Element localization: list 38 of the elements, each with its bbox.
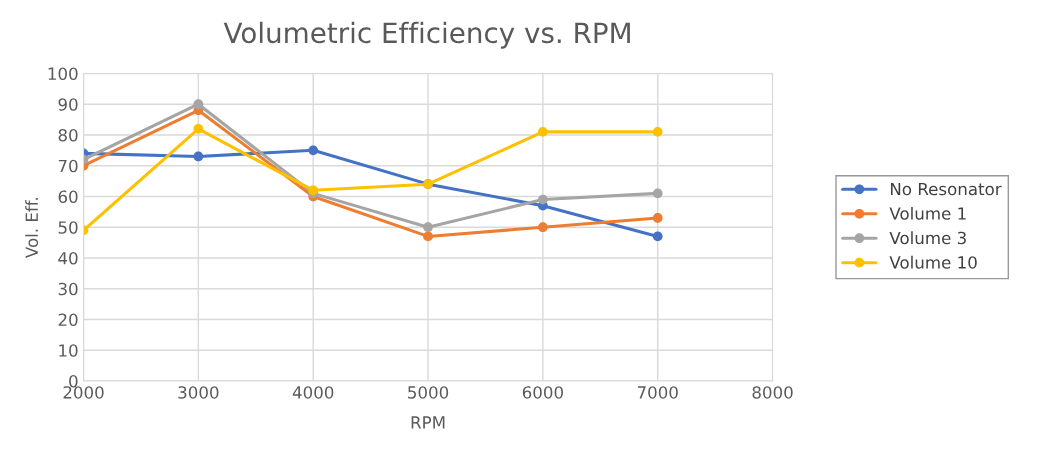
legend-label: Volume 10 [889, 255, 977, 269]
x-tick-label: 6000 [522, 386, 563, 399]
legend-label: No Resonator [890, 182, 1002, 196]
y-tick-label: 70 [58, 159, 78, 173]
point [193, 151, 204, 162]
y-tick-label: 40 [58, 251, 78, 265]
x-tick-label: 3000 [178, 386, 219, 399]
legend-label: Volume 3 [889, 231, 966, 245]
y-tick-label: 10 [59, 344, 78, 357]
x-tick-label: 8000 [752, 386, 793, 399]
x-tick-label: 5000 [408, 386, 449, 399]
point [538, 127, 548, 137]
point [538, 222, 548, 233]
point [193, 123, 204, 134]
x-tick-label: 4000 [292, 386, 334, 399]
y-tick-label: 30 [58, 282, 78, 296]
chart-title: Volumetric Efficiency vs. RPM [223, 21, 630, 49]
y-tick-label: 90 [58, 98, 78, 111]
x-tick-label: 7000 [637, 386, 678, 399]
y-tick-label: 100 [48, 67, 78, 81]
y-tick-label: 0 [69, 374, 78, 388]
point [538, 194, 548, 205]
point [193, 99, 204, 110]
point [423, 222, 433, 233]
x-axis-title: RPM [411, 416, 445, 429]
legend-label: Volume 1 [889, 206, 966, 220]
y-tick-label: 80 [58, 128, 78, 142]
y-tick-label: 60 [58, 190, 78, 204]
point [652, 188, 663, 199]
point [308, 145, 319, 156]
point [652, 127, 663, 137]
y-tick-label: 50 [58, 221, 78, 234]
x-tick-label: 2000 [63, 386, 104, 399]
point [423, 231, 433, 242]
y-tick-label: 20 [58, 313, 78, 327]
point [652, 213, 663, 223]
point [652, 231, 663, 242]
y-axis-title: Vol. Eff. [25, 198, 39, 259]
